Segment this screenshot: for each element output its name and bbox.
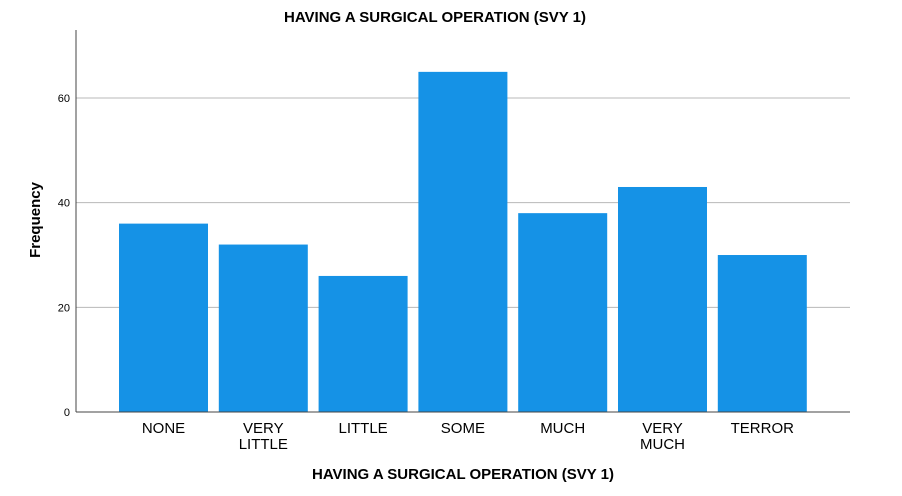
y-tick-labels: 0 20 40 60	[58, 93, 70, 419]
bar-very-much	[618, 186, 707, 412]
bar-very-little	[218, 244, 308, 412]
x-tick-label-line: LITTLE	[339, 420, 388, 437]
x-tick-label: NONE	[142, 420, 185, 437]
bar-terror	[717, 255, 807, 412]
x-tick-label: SOME	[441, 420, 485, 437]
y-tick-label: 0	[64, 407, 70, 419]
x-tick-label: VERY LITTLE	[239, 420, 288, 453]
bar-little	[318, 275, 408, 412]
x-tick-label: TERROR	[731, 420, 795, 437]
x-tick-label-line: SOME	[441, 420, 485, 437]
x-tick-label-line: VERY	[642, 420, 683, 437]
x-tick-label-line: VERY	[243, 420, 284, 437]
x-tick-label-line: TERROR	[731, 420, 795, 437]
x-tick-label-line: MUCH	[540, 420, 585, 437]
x-tick-label: LITTLE	[339, 420, 388, 437]
bar-some	[418, 71, 508, 413]
bar-none	[119, 223, 208, 412]
x-tick-label-line: MUCH	[640, 436, 685, 453]
y-tick-label: 40	[58, 198, 70, 210]
bars	[119, 71, 807, 413]
x-tick-label: MUCH	[540, 420, 585, 437]
y-tick-label: 20	[58, 302, 70, 314]
x-tick-label: VERY MUCH	[640, 420, 685, 453]
y-axis-label: Frequency	[27, 181, 44, 258]
x-tick-label-line: LITTLE	[239, 436, 288, 453]
chart-title: HAVING A SURGICAL OPERATION (SVY 1)	[284, 9, 586, 26]
bar-much	[518, 213, 608, 412]
x-axis-label: HAVING A SURGICAL OPERATION (SVY 1)	[312, 466, 614, 483]
x-tick-label-line: NONE	[142, 420, 185, 437]
y-tick-label: 60	[58, 93, 70, 105]
